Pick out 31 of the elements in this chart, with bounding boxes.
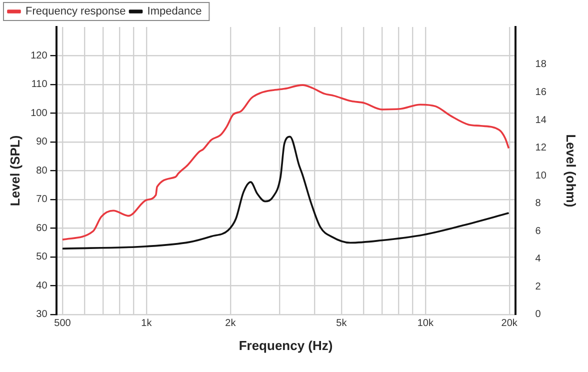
y2-tick-label: 2 [535,281,542,292]
y2-tick-label: 12 [535,142,547,154]
y-tick-label: 70 [36,194,48,206]
y-tick-label: 90 [36,136,48,148]
y2-axis-title: Level (ohm) [564,134,579,208]
x-tick-label: 10k [417,318,434,330]
x-axis-title: Frequency (Hz) [238,338,333,353]
y2-tick-label: 0 [535,309,542,320]
y-tick-label: 100 [30,108,48,119]
legend-label: Frequency response [26,6,126,18]
y-tick-label: 30 [36,309,48,320]
y-tick-label: 110 [31,79,48,90]
y2-tick-label: 8 [535,198,542,210]
y2-tick-label: 18 [535,59,547,70]
y-tick-label: 120 [30,50,48,62]
x-tick-label: 500 [54,318,72,330]
x-tick-label: 20k [501,318,518,330]
x-tick-label: 5k [336,318,348,330]
y-tick-label: 60 [36,222,48,234]
legend-label: Impedance [147,6,202,18]
y2-tick-label: 6 [535,226,542,237]
y-axis-title: Level (SPL) [7,135,22,206]
y-tick-label: 80 [36,165,48,176]
x-tick-label: 2k [225,318,237,330]
y2-tick-label: 10 [535,170,547,182]
y2-tick-label: 16 [535,87,547,98]
y2-tick-label: 4 [535,254,542,265]
y-tick-label: 40 [36,280,48,292]
y-tick-label: 50 [36,252,48,263]
x-tick-label: 1k [141,318,153,330]
y2-tick-label: 14 [535,114,547,126]
